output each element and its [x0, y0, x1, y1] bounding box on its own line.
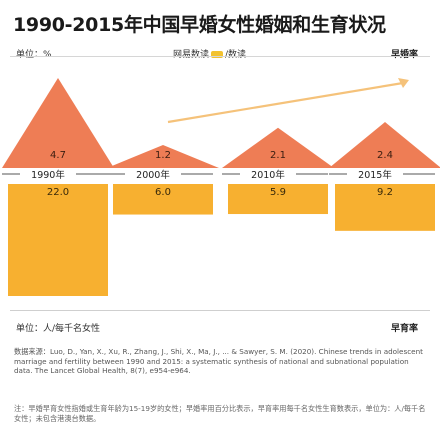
- marriage-peak: [107, 145, 219, 168]
- marriage-peak: [329, 122, 440, 168]
- source-label-pre: 网易数读: [173, 50, 210, 60]
- citation: 数据来源：Luo, D., Yan, X., Xu, R., Zhang, J.…: [14, 347, 423, 376]
- marriage-value-label: 4.7: [50, 150, 66, 161]
- marriage-peak: [2, 78, 114, 168]
- year-tick-label: 2000年: [136, 169, 170, 181]
- marriage-value-label: 1.2: [155, 150, 171, 161]
- year-tick-label: 1990年: [31, 169, 65, 181]
- marriage-value-label: 2.1: [270, 150, 286, 161]
- fertility-bar: [8, 184, 108, 296]
- year-tick-label: 2015年: [358, 169, 392, 181]
- brand-logo-icon: [211, 51, 224, 58]
- fertility-value-label: 6.0: [155, 187, 171, 198]
- fertility-bar: [228, 184, 328, 215]
- fertility-value-label: 9.2: [377, 187, 393, 198]
- chart: 4.7 1.2 2.1 2.4 1990年 2000年 2010年 2015年 22.0 6.0 5…: [2, 78, 440, 296]
- fertility-bar: [335, 184, 435, 231]
- source-label: 网易数读/数读: [173, 47, 246, 60]
- header-row: 单位：% 网易数读/数读 早婚率: [0, 37, 440, 60]
- year-tick-label: 2010年: [251, 169, 285, 181]
- marriage-value-label: 2.4: [377, 150, 393, 161]
- divider-middle: [10, 310, 430, 311]
- fertility-unit-label: 单位：人/每千名女性: [16, 324, 101, 334]
- fertility-value-label: 22.0: [47, 187, 69, 198]
- unit-label: 单位：%: [16, 50, 52, 60]
- trend-arrowhead-icon: [398, 78, 409, 88]
- marriage-peak: [222, 127, 334, 168]
- fertility-bar: [113, 184, 213, 215]
- divider-top: [10, 56, 430, 57]
- page-title: 1990-2015年中国早婚女性婚姻和生育状况: [13, 14, 386, 36]
- fertility-value-label: 5.9: [270, 187, 286, 198]
- source-label-post: /数读: [225, 50, 247, 60]
- fertility-series-label: 早育率: [390, 324, 418, 334]
- marriage-series-label: 早婚率: [390, 50, 418, 60]
- trend-arrow-line: [167, 81, 404, 124]
- footnote: 注：早婚早育女性指婚或生育年龄为15-19岁的女性；早婚率用百分比表示，早育率用…: [14, 404, 426, 423]
